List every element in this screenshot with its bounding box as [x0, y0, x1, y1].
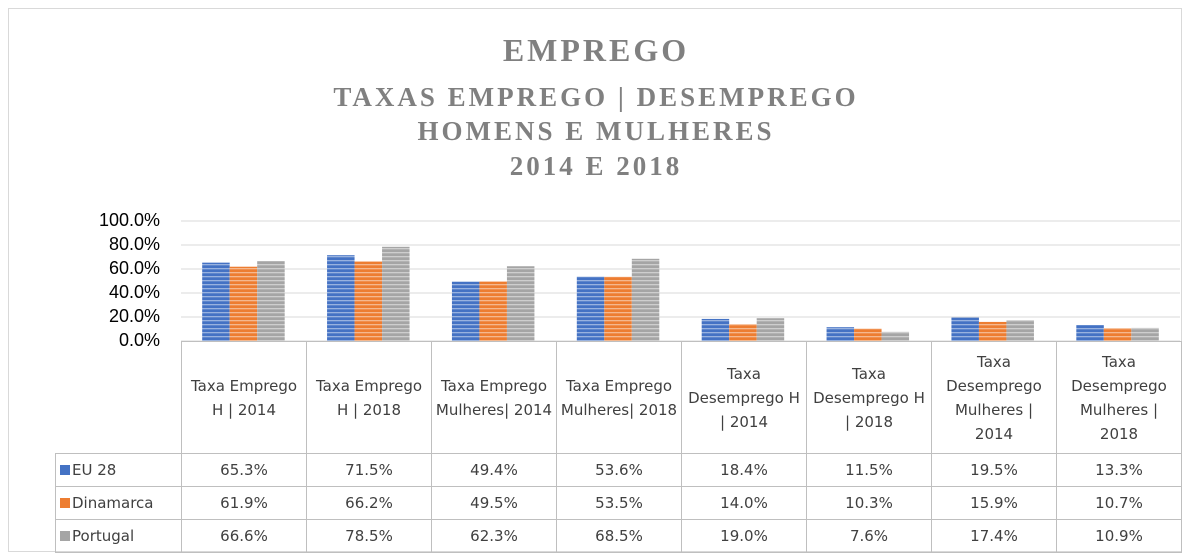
value-label: 53.6% [556, 453, 682, 487]
category-label: Taxa Emprego Mulheres| 2014 [431, 341, 557, 454]
bar [1006, 320, 1034, 341]
legend-label: Dinamarca [72, 494, 154, 512]
legend-key [60, 498, 70, 508]
value-label: 19.5% [931, 453, 1057, 487]
value-label: 71.5% [306, 453, 432, 487]
bar [257, 261, 285, 341]
bar [382, 246, 410, 341]
category-label: Taxa Desemprego H | 2014 [681, 341, 807, 454]
bar [327, 255, 355, 341]
bar [854, 328, 882, 341]
category-label: Taxa Desemprego H | 2018 [806, 341, 932, 454]
bar [826, 327, 855, 341]
value-label: 62.3% [431, 519, 557, 553]
bar [479, 281, 507, 341]
value-label: 19.0% [681, 519, 807, 553]
value-label: 66.6% [181, 519, 307, 553]
corner-cell [55, 341, 182, 454]
legend-key [60, 531, 70, 541]
value-label: 10.9% [1056, 519, 1182, 553]
value-label: 15.9% [931, 486, 1057, 520]
y-tick-label: 60.0% [109, 258, 160, 278]
category-label: Taxa Desemprego Mulheres | 2018 [1056, 341, 1182, 454]
category-label: Taxa Emprego H | 2018 [306, 341, 432, 454]
bar [1076, 325, 1104, 341]
category-label: Taxa Emprego H | 2014 [181, 341, 307, 454]
series-row: Portugal 66.6% 78.5% 62.3% 68.5% 19.0% 7.6% 17.… [55, 519, 1182, 553]
bar [881, 331, 910, 341]
y-tick-label: 40.0% [109, 282, 160, 302]
bar [701, 318, 730, 341]
value-label: 10.3% [806, 486, 932, 520]
legend-entry: Dinamarca [55, 486, 182, 520]
bar [729, 324, 757, 341]
value-label: 7.6% [806, 519, 932, 553]
bar [229, 266, 258, 341]
legend-entry: Portugal [55, 519, 182, 553]
category-label: Taxa Emprego Mulheres| 2018 [556, 341, 682, 454]
legend-label: EU 28 [72, 461, 117, 479]
legend-entry: EU 28 [55, 453, 182, 487]
chart-title: EMPREGO [502, 32, 690, 68]
chart-subtitle: TAXAS EMPREGO | DESEMPREGO [333, 82, 859, 112]
data-table: Taxa Emprego H | 2014 Taxa Emprego H | 20… [55, 341, 1182, 553]
value-label: 66.2% [306, 486, 432, 520]
bar [978, 321, 1007, 341]
value-label: 14.0% [681, 486, 807, 520]
legend-key [60, 465, 70, 475]
bar [1103, 328, 1132, 341]
value-label: 65.3% [181, 453, 307, 487]
y-tick-label: 20.0% [109, 306, 160, 326]
legend-label: Portugal [72, 527, 135, 545]
y-tick-label: 100.0% [99, 210, 160, 230]
category-label: Taxa Desemprego Mulheres | 2014 [931, 341, 1057, 454]
value-label: 68.5% [556, 519, 682, 553]
chart-subtitle: HOMENS E MULHERES [417, 116, 775, 146]
value-label: 61.9% [181, 486, 307, 520]
bar [202, 262, 230, 341]
value-label: 10.7% [1056, 486, 1182, 520]
bar [951, 317, 979, 341]
series-row: EU 28 65.3% 71.5% 49.4% 53.6% 18.4% 11.5% 19.5%… [55, 453, 1182, 487]
chart-subtitle: 2014 E 2018 [509, 151, 683, 181]
value-label: 18.4% [681, 453, 807, 487]
value-label: 53.5% [556, 486, 682, 520]
header-row: Taxa Emprego H | 2014 Taxa Emprego H | 20… [55, 341, 1182, 454]
series-row: Dinamarca 61.9% 66.2% 49.5% 53.5% 14.0% 10.3% 1… [55, 486, 1182, 520]
bar [604, 276, 632, 341]
y-tick-label: 80.0% [109, 234, 160, 254]
bar [506, 266, 535, 341]
bar [756, 318, 785, 341]
value-label: 13.3% [1056, 453, 1182, 487]
bar [576, 276, 605, 341]
value-label: 78.5% [306, 519, 432, 553]
bar [451, 281, 480, 341]
bar [354, 261, 383, 341]
value-label: 49.4% [431, 453, 557, 487]
value-label: 11.5% [806, 453, 932, 487]
value-label: 49.5% [431, 486, 557, 520]
bar [631, 258, 660, 341]
value-label: 17.4% [931, 519, 1057, 553]
bar [1131, 327, 1159, 341]
